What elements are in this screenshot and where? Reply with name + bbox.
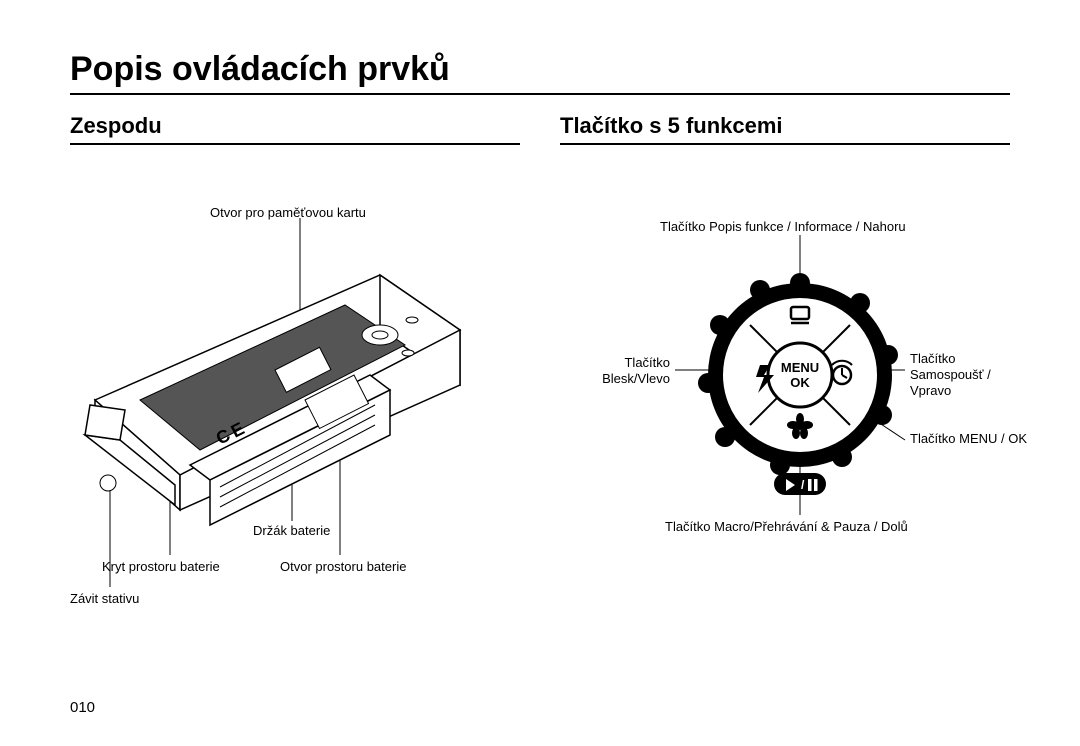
right-heading: Tlačítko s 5 funkcemi xyxy=(560,113,1010,145)
left-column: Zespodu xyxy=(70,113,520,595)
label-battery-holder: Držák baterie xyxy=(253,523,330,540)
right-column: Tlačítko s 5 funkcemi xyxy=(560,113,1010,595)
page-number: 010 xyxy=(70,699,95,716)
label-right-3: Vpravo xyxy=(910,383,951,400)
label-right-1: Tlačítko xyxy=(910,351,956,368)
dial-center-menu: MENU xyxy=(781,360,819,375)
label-up: Tlačítko Popis funkce / Informace / Naho… xyxy=(660,219,906,236)
dial-center-ok: OK xyxy=(790,375,810,390)
label-tripod-thread: Závit stativu xyxy=(70,591,139,608)
label-memory-slot: Otvor pro paměťovou kartu xyxy=(210,205,366,222)
label-battery-slot: Otvor prostoru baterie xyxy=(280,559,406,576)
label-right-2: Samospoušť / xyxy=(910,367,991,384)
left-diagram: C E Otvor pro paměťovou kartu Držák bate… xyxy=(70,175,520,595)
label-menu-ok: Tlačítko MENU / OK xyxy=(910,431,1027,448)
left-heading: Zespodu xyxy=(70,113,520,145)
play-pause-pill xyxy=(774,473,826,495)
right-diagram: MENU OK xyxy=(560,175,1010,595)
label-battery-cover: Kryt prostoru baterie xyxy=(102,559,220,576)
label-down: Tlačítko Macro/Přehrávání & Pauza / Dolů xyxy=(665,519,908,536)
page-title: Popis ovládacích prvků xyxy=(70,50,1010,95)
label-left-1: Tlačítko xyxy=(585,355,670,372)
label-left-2: Blesk/Vlevo xyxy=(585,371,670,388)
pause-icon xyxy=(808,479,812,491)
